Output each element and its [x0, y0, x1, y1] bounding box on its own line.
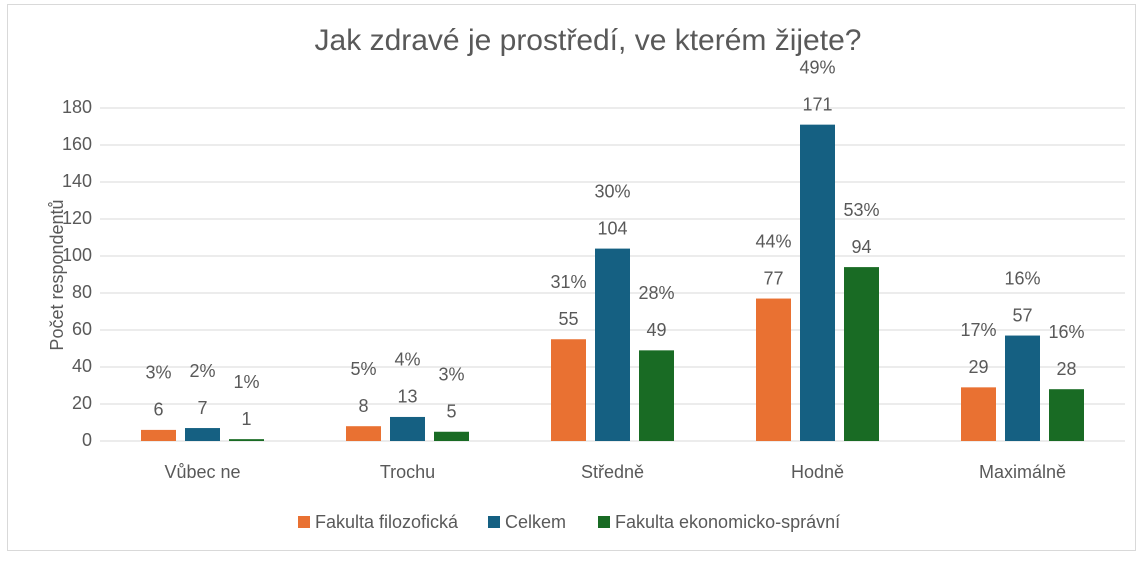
x-tick-label: Maximálně	[979, 462, 1066, 482]
bar	[844, 267, 879, 441]
data-label: 94	[851, 237, 871, 257]
percent-label: 28%	[638, 283, 674, 303]
y-tick-label: 40	[72, 356, 92, 376]
bar	[639, 350, 674, 441]
y-tick-label: 20	[72, 393, 92, 413]
bar	[390, 416, 425, 441]
bar	[595, 248, 630, 441]
legend-label: Fakulta ekonomicko-správní	[615, 512, 840, 532]
bar	[961, 387, 996, 441]
y-tick-label: 60	[72, 319, 92, 339]
legend-swatch	[298, 516, 310, 528]
percent-label: 3%	[145, 363, 171, 383]
percent-label: 1%	[233, 372, 259, 392]
data-label: 5	[446, 402, 456, 422]
percent-label: 44%	[755, 231, 791, 251]
percent-label: 49%	[799, 57, 835, 77]
legend-swatch	[488, 516, 500, 528]
percent-label: 16%	[1004, 268, 1040, 288]
data-label: 77	[763, 268, 783, 288]
data-label: 55	[558, 309, 578, 329]
y-tick-label: 80	[72, 282, 92, 302]
percent-label: 4%	[394, 350, 420, 370]
y-tick-label: 140	[62, 171, 92, 191]
bar	[141, 429, 176, 441]
bar	[346, 426, 381, 441]
y-axis-label: Počet respondentů	[47, 199, 67, 350]
y-tick-label: 0	[82, 430, 92, 450]
percent-label: 5%	[350, 359, 376, 379]
y-tick-label: 180	[62, 97, 92, 117]
chart-border	[7, 4, 1136, 551]
data-label: 29	[968, 357, 988, 377]
bar	[800, 124, 835, 442]
data-label: 1	[241, 409, 251, 429]
percent-label: 30%	[594, 181, 630, 201]
y-tick-label: 100	[62, 245, 92, 265]
percent-label: 16%	[1048, 322, 1084, 342]
y-tick-label: 160	[62, 134, 92, 154]
data-label: 104	[597, 218, 627, 238]
legend-label: Celkem	[505, 512, 566, 532]
data-label: 171	[802, 94, 832, 114]
y-tick-label: 120	[62, 208, 92, 228]
x-tick-label: Trochu	[380, 462, 435, 482]
bar	[434, 431, 469, 441]
chart-title: Jak zdravé je prostředí, ve kterém žijet…	[315, 24, 862, 57]
percent-label: 2%	[189, 361, 215, 381]
bar	[1049, 389, 1084, 441]
data-label: 13	[397, 387, 417, 407]
x-tick-label: Hodně	[791, 462, 844, 482]
bar	[551, 339, 586, 441]
data-label: 8	[358, 396, 368, 416]
bar	[229, 439, 264, 441]
bar	[756, 298, 791, 441]
data-label: 57	[1012, 305, 1032, 325]
data-label: 28	[1056, 359, 1076, 379]
percent-label: 31%	[550, 272, 586, 292]
data-label: 7	[197, 398, 207, 418]
percent-label: 3%	[438, 365, 464, 385]
legend-label: Fakulta filozofická	[315, 512, 459, 532]
percent-label: 53%	[843, 200, 879, 220]
x-tick-label: Vůbec ne	[164, 462, 240, 482]
x-tick-label: Středně	[581, 462, 644, 482]
legend-swatch	[598, 516, 610, 528]
bar	[1005, 335, 1040, 441]
data-label: 49	[646, 320, 666, 340]
data-label: 6	[153, 400, 163, 420]
bar	[185, 428, 220, 441]
percent-label: 17%	[960, 320, 996, 340]
